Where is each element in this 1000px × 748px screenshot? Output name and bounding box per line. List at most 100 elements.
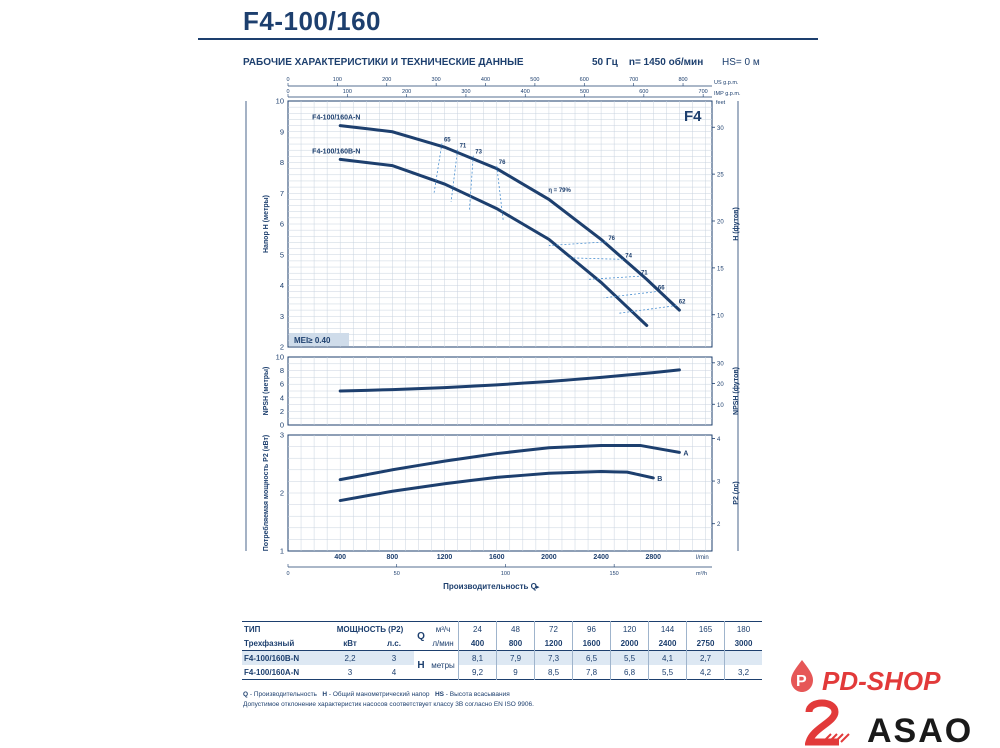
table-h-cell: 2,7 [686, 650, 725, 665]
asao-logo-text: ASAO [867, 712, 973, 748]
table-q-lmin-cell: 2000 [610, 636, 649, 651]
table-header-power: МОЩНОСТЬ (P2) [336, 624, 404, 634]
series-curve-F4-100/160B-N [338, 157, 649, 327]
x-tick-label-m3h: 0 [286, 571, 289, 577]
x-unit-m3h: m³/h [696, 571, 707, 577]
y2-tick-label: 30 [717, 361, 724, 367]
asao-logo: ASAO [805, 699, 973, 748]
efficiency-label: 76 [499, 160, 506, 166]
x-tick-label-lmin: 1200 [437, 554, 453, 561]
series-label: F4-100/160A-N [312, 115, 360, 122]
y2-tick-label: 20 [717, 220, 724, 226]
table-h-cell: 6,8 [610, 665, 649, 680]
y2-axis-label: P2 (лс) [733, 481, 740, 504]
x-tick-label-lmin: 800 [387, 554, 399, 561]
top-axis-us-label: 200 [382, 77, 391, 83]
y-tick-label: 9 [280, 127, 284, 136]
x-tick-label-m3h: 50 [394, 571, 400, 577]
top-axis-imp-label: 700 [699, 89, 708, 95]
note-q-symbol: Q [243, 691, 249, 698]
y2-tick-label: 4 [717, 437, 721, 443]
top-axis-imp-label: 0 [286, 89, 289, 95]
top-axis-us-label: 300 [432, 77, 441, 83]
x-tick-label-lmin: 2400 [593, 554, 609, 561]
table-h-cell: 5,5 [610, 650, 649, 665]
table-q-m3h-cell: 180 [724, 621, 762, 636]
table-q-m3h-cell: 96 [572, 621, 611, 636]
top-axis-imp-label: 300 [461, 89, 470, 95]
efficiency-iso-line [468, 155, 474, 212]
table-h-cell: 7,3 [534, 650, 573, 665]
efficiency-label: 74 [625, 253, 632, 259]
mei-badge-bg [289, 333, 349, 346]
table-h-cell: 5,5 [648, 665, 687, 680]
y-tick-label: 1 [280, 547, 284, 556]
table-h-cell: 9 [496, 665, 535, 680]
table-model-a: F4-100/160A-N [244, 667, 300, 677]
efficiency-label: 66 [658, 286, 665, 292]
efficiency-iso-line [496, 166, 504, 221]
section-subtitle: РАБОЧИЕ ХАРАКТЕРИСТИКИ И ТЕХНИЧЕСКИЕ ДАН… [243, 57, 524, 68]
y2-unit-label: feet [716, 100, 726, 106]
y2-tick-label: 20 [717, 382, 724, 388]
tolerance-note: Допустимое отклонение характеристик насо… [243, 701, 534, 708]
table-kw-a: 3 [347, 667, 353, 677]
efficiency-label: 62 [679, 299, 686, 305]
table-h-cell: 7,9 [496, 650, 535, 665]
efficiency-label: 73 [475, 150, 482, 156]
page-title: F4-100/160 [243, 6, 381, 36]
efficiency-iso-line [450, 149, 458, 202]
table-q-lmin-cell: 2400 [648, 636, 687, 651]
efficiency-iso-line [603, 291, 656, 299]
top-axis-us-label: 500 [530, 77, 539, 83]
series-label: A [683, 450, 688, 457]
top-axis-us-label: 600 [580, 77, 589, 83]
y-tick-label: 8 [280, 366, 284, 375]
y2-tick-label: 3 [717, 480, 721, 486]
top-axis-imp-label: 200 [402, 89, 411, 95]
top-axis-us-label: 700 [629, 77, 638, 83]
y-tick-label: 10 [276, 97, 284, 106]
table-q-m3h-cell: 48 [496, 621, 535, 636]
top-axis-us-label: 400 [481, 77, 490, 83]
legend-note: Q - Производительность H - Общий маномет… [243, 690, 534, 700]
table-model-b: F4-100/160B-N [244, 653, 300, 663]
y-tick-label: 2 [280, 489, 284, 498]
y2-tick-label: 2 [717, 522, 721, 528]
y-tick-label: 2 [280, 407, 284, 416]
note-hs-text: - Высота всасывания [443, 691, 510, 698]
top-axis-us-label: 0 [286, 77, 289, 83]
x-tick-label-lmin: 400 [334, 554, 346, 561]
table-h-cell: 3,2 [724, 665, 762, 680]
y-tick-label: 4 [280, 393, 284, 402]
mei-badge-text: MEI≥ 0.40 [294, 336, 331, 345]
top-axis-imp-label: 100 [343, 89, 352, 95]
y-tick-label: 3 [280, 431, 284, 440]
efficiency-iso-line [548, 241, 607, 246]
table-phase-label: Трехфазный [244, 638, 295, 648]
table-h-cell: 4,2 [686, 665, 725, 680]
y2-tick-label: 10 [717, 313, 724, 319]
y-axis-label: Напор H (метры) [263, 195, 270, 253]
table-h-cell: 7,8 [572, 665, 611, 680]
title-divider [198, 38, 818, 40]
x-unit-lmin: l/min [696, 555, 709, 561]
series-label: B [657, 476, 662, 483]
y-tick-label: 8 [280, 158, 284, 167]
svg-text:P: P [796, 673, 807, 690]
top-axis-imp-label: 500 [580, 89, 589, 95]
table-q-lmin-cell: 2750 [686, 636, 725, 651]
table-q-m3h-cell: 165 [686, 621, 725, 636]
efficiency-label: 71 [460, 144, 467, 150]
table-hp-a: 4 [391, 667, 397, 677]
y2-axis-label: H (футов) [733, 207, 740, 241]
y-tick-label: 0 [280, 421, 284, 430]
note-h-symbol: H [322, 691, 328, 698]
series-curve-F4-100/160A-N [338, 124, 681, 312]
table-h-label: H [414, 650, 428, 680]
y-tick-label: 7 [280, 189, 284, 198]
y-axis-label: Потребляемая мощность P2 (кВт) [262, 435, 270, 551]
table-h-unit: метры [428, 650, 459, 680]
x-axis-arrow: ▸ [536, 584, 540, 591]
